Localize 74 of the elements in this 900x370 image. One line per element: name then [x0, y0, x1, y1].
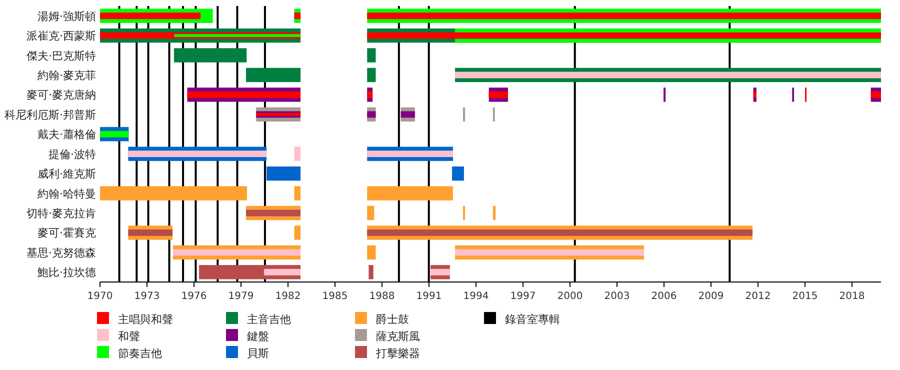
x-tick-label: 1976 — [181, 291, 207, 302]
y-tick-label: 麥可·霍賽克 — [38, 226, 96, 240]
x-tick-label: 1997 — [510, 291, 536, 302]
y-tick-label: 麥可·麥克唐納 — [26, 88, 96, 102]
y-tick-label: 切特·麥克拉肯 — [26, 207, 96, 220]
x-tick-label: 1988 — [369, 291, 395, 302]
bar — [367, 150, 453, 158]
bar — [488, 91, 508, 98]
bar — [174, 48, 247, 62]
legend-label: 薩克斯風 — [376, 330, 420, 343]
bar — [264, 268, 301, 276]
bar — [100, 186, 247, 200]
y-tick-label: 湯姆·強斯頓 — [38, 10, 96, 23]
bar — [294, 146, 301, 161]
bar — [246, 68, 301, 82]
legend-label: 鍵盤 — [247, 330, 269, 343]
bar — [367, 68, 376, 82]
bar — [455, 72, 881, 78]
legend-label: 貝斯 — [247, 347, 269, 360]
y-tick-label: 約翰·麥克菲 — [38, 69, 96, 82]
bar — [430, 268, 450, 276]
bar — [294, 226, 301, 240]
bar — [367, 48, 376, 62]
x-tick-label: 1982 — [275, 291, 301, 302]
x-tick-label: 2012 — [745, 291, 771, 302]
y-tick-label: 基思·克努德森 — [26, 246, 96, 260]
legend-label: 主唱與和聲 — [118, 313, 173, 326]
legend-label: 和聲 — [118, 330, 140, 343]
bar — [367, 12, 881, 20]
bar — [294, 12, 301, 20]
x-tick-label: 1970 — [87, 291, 113, 302]
bar — [492, 206, 496, 220]
y-tick-label: 提倫·波特 — [48, 148, 96, 161]
y-tick-label: 鮑比·拉坎德 — [38, 266, 96, 280]
y-tick-label: 約翰·哈特曼 — [38, 187, 96, 200]
bar — [455, 249, 644, 256]
bar — [367, 32, 881, 39]
x-tick-label: 2015 — [792, 291, 818, 302]
x-tick-label: 1991 — [416, 291, 442, 302]
y-tick-label: 戴夫·蕭格倫 — [38, 128, 96, 142]
x-tick-label: 2006 — [651, 291, 677, 302]
y-tick-label: 傑夫·巴克斯特 — [26, 49, 96, 62]
bar — [100, 12, 201, 20]
bar — [452, 166, 464, 181]
legend-label: 主音吉他 — [247, 313, 291, 326]
y-tick-label: 科尼利厄斯·邦普斯 — [4, 108, 96, 122]
x-tick-label: 1973 — [134, 291, 160, 302]
x-tick-label: 2003 — [604, 291, 630, 302]
x-tick-label: 2000 — [557, 291, 583, 302]
x-tick-label: 1994 — [463, 291, 489, 302]
bar — [367, 91, 373, 98]
bar — [753, 91, 756, 98]
x-tick-label: 2018 — [839, 291, 865, 302]
bar — [266, 166, 301, 181]
bar — [367, 206, 374, 220]
bar — [173, 249, 301, 256]
bar — [100, 130, 129, 138]
y-tick-label: 威利·維克斯 — [38, 168, 96, 181]
y-tick-label: 派崔克·西蒙斯 — [26, 30, 96, 43]
legend-label: 打擊樂器 — [375, 347, 420, 360]
bar — [294, 186, 301, 200]
bar — [128, 150, 267, 158]
x-tick-label: 1985 — [322, 291, 348, 302]
bar — [246, 210, 301, 216]
bar — [128, 229, 173, 236]
legend-label: 爵士鼓 — [376, 313, 409, 326]
bar — [187, 91, 301, 98]
bar — [367, 245, 376, 260]
x-tick-label: 2009 — [698, 291, 724, 302]
legend-label: 節奏吉他 — [118, 347, 162, 360]
legend-label: 錄音室專輯 — [505, 313, 560, 326]
bar — [870, 91, 881, 98]
x-tick-label: 1979 — [228, 291, 254, 302]
bar — [367, 186, 453, 200]
